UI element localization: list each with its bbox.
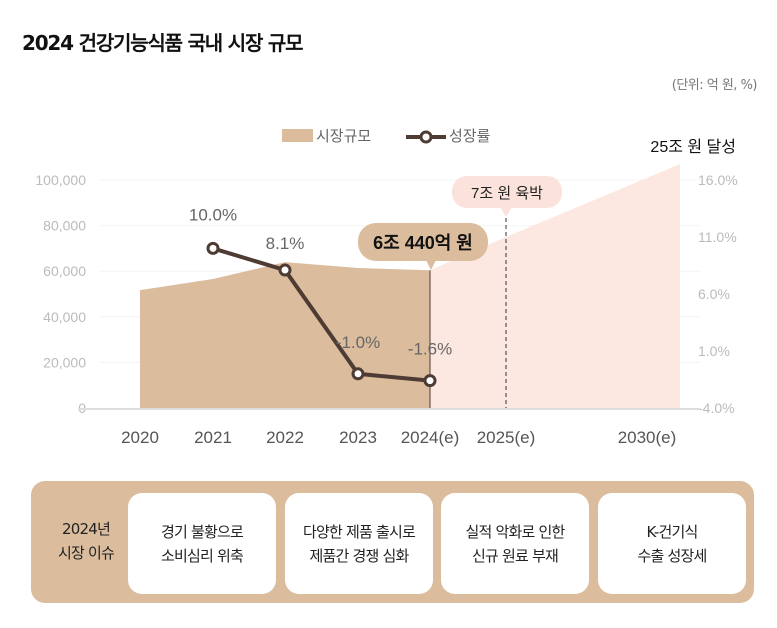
x-tick-label: 2020	[121, 428, 159, 447]
x-tick-label: 2023	[339, 428, 377, 447]
callout-2025	[452, 176, 562, 208]
market-chart: 020,00040,00060,00080,000100,000-4.0%1.0…	[35, 128, 738, 447]
growth-point	[351, 367, 365, 381]
market-size-area	[140, 262, 430, 408]
growth-data-label: -1.6%	[408, 340, 452, 359]
forecast-area	[430, 164, 680, 408]
annotation-2024: 6조 440억 원	[373, 233, 473, 253]
annotation-2025: 7조 원 육박	[471, 185, 543, 202]
right-tick-label: 1.0%	[698, 343, 730, 359]
left-tick-label: 80,000	[43, 218, 86, 234]
x-tick-label: 2024(e)	[401, 428, 460, 447]
legend-label: 성장률	[449, 128, 491, 145]
issues-label: 2024년 시장 이슈	[58, 520, 115, 562]
right-tick-label: -4.0%	[698, 400, 735, 416]
issue-card: 경기 불황으로 소비심리 위축	[128, 493, 276, 594]
growth-point	[278, 263, 292, 277]
legend-area-swatch	[282, 129, 313, 142]
x-tick-label: 2022	[266, 428, 304, 447]
annotation-2030: 25조 원 달성	[650, 138, 736, 156]
callout-2025-pointer	[500, 207, 512, 217]
x-tick-label: 2030(e)	[618, 428, 677, 447]
left-tick-label: 20,000	[43, 354, 86, 370]
page-title: 2024 건강기능식품 국내 시장 규모	[22, 31, 304, 55]
right-tick-label: 11.0%	[698, 229, 737, 245]
left-tick-label: 60,000	[43, 263, 86, 279]
x-tick-label: 2021	[194, 428, 232, 447]
growth-rate-line	[212, 246, 431, 383]
growth-data-label: -1.0%	[336, 333, 380, 352]
right-tick-label: 6.0%	[698, 286, 730, 302]
growth-data-label: 8.1%	[266, 234, 305, 253]
issue-card: K-건기식 수출 성장세	[598, 493, 746, 594]
legend-label: 시장규모	[316, 128, 371, 145]
callout-2024	[358, 223, 488, 261]
issue-card: 다양한 제품 출시로 제품간 경쟁 심화	[285, 493, 433, 594]
left-tick-label: 100,000	[35, 172, 86, 188]
callout-2024-pointer	[426, 260, 436, 270]
issue-card: 실적 악화로 인한 신규 원료 부재	[441, 493, 589, 594]
left-tick-label: 40,000	[43, 309, 86, 325]
right-tick-label: 16.0%	[698, 172, 738, 188]
unit-note: (단위: 억 원, %)	[671, 78, 758, 93]
growth-data-label: 10.0%	[189, 205, 237, 224]
issues-panel: 2024년 시장 이슈 경기 불황으로 소비심리 위축 다양한 제품 출시로 제…	[31, 481, 754, 603]
legend-line-marker	[419, 130, 433, 144]
growth-point	[206, 241, 220, 255]
growth-point	[423, 374, 437, 388]
x-tick-label: 2025(e)	[477, 428, 536, 447]
